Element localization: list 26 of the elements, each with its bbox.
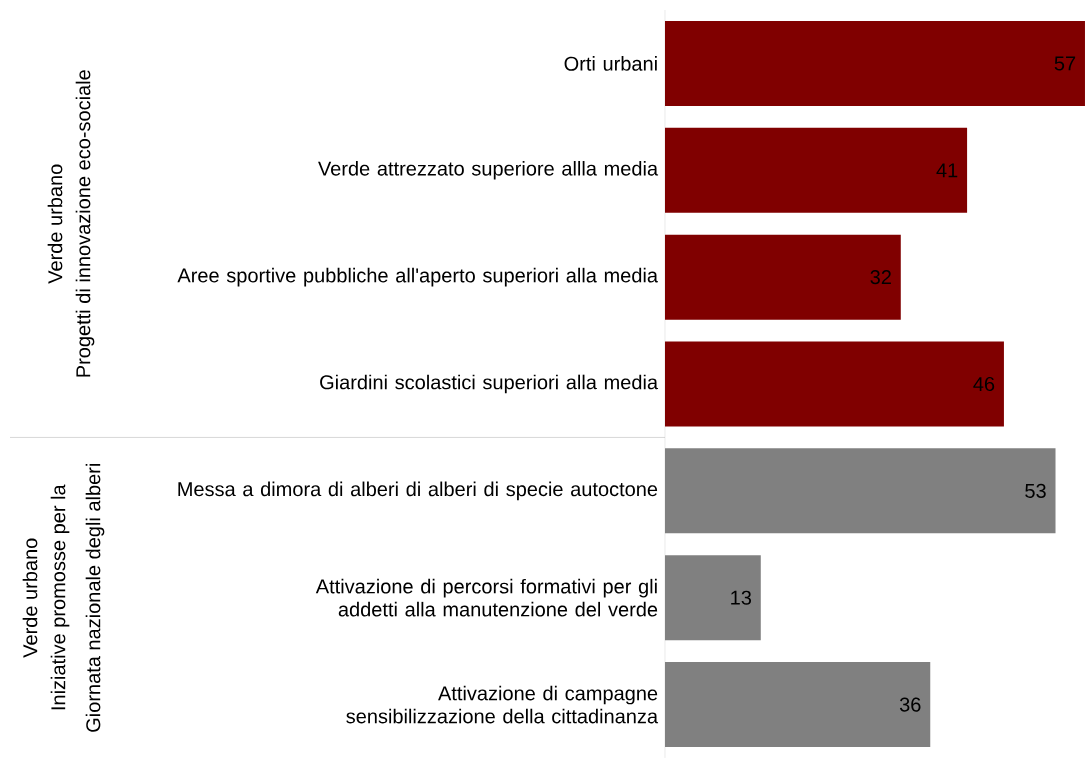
bar	[665, 127, 968, 213]
bar	[665, 448, 1056, 534]
y-tick-label: Attivazione di campagne sensibilizzazione della cittadinanza	[346, 685, 659, 724]
data-label: 57	[1054, 56, 1076, 71]
data-label: 41	[936, 163, 958, 178]
y-tick-label: Aree sportive pubbliche all'aperto superiori alla media	[177, 267, 659, 287]
y-tick-label: Giardini scolastici superiori alla media	[320, 374, 659, 394]
text: Progetti di innovazione eco-sociale	[75, 70, 95, 377]
text: Verde urbano	[47, 164, 63, 284]
bar	[665, 20, 1085, 106]
bar	[665, 234, 901, 320]
y-tick-label: Attivazione di percorsi formativi per gli addetti alla manutenzione del verde	[315, 578, 658, 617]
data-label: 36	[899, 697, 921, 712]
data-label: 13	[731, 590, 752, 605]
data-label: 46	[973, 376, 995, 392]
y-tick-label: Verde attrezzato superiore allla media	[318, 160, 659, 180]
y-tick-label: Messa a dimora di alberi di alberi di specie autoctone	[178, 481, 658, 501]
text: Verde urbano	[22, 538, 38, 658]
text: Iniziative promosse per la	[50, 484, 70, 710]
bar	[665, 341, 1004, 427]
bar	[665, 662, 931, 748]
y-tick-label: Orti urbani	[564, 56, 657, 71]
data-label: 53	[1025, 483, 1046, 498]
text: Giornata nazionale degli alberi	[85, 464, 105, 732]
data-label: 32	[870, 270, 891, 285]
bar	[665, 555, 761, 641]
